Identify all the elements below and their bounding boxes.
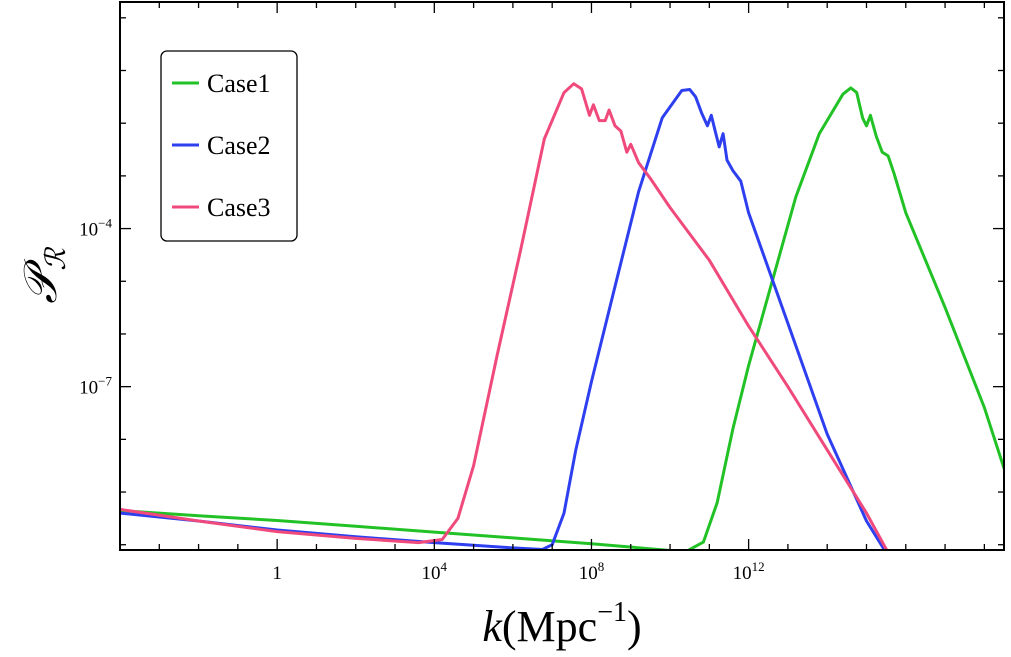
x-axis-close: ) — [627, 602, 642, 651]
legend-box — [160, 50, 298, 242]
y-tick-label: 10−7 — [79, 374, 112, 399]
x-tick-label: 1012 — [733, 559, 765, 584]
y-axis-title: 𝒫ℛ — [15, 247, 72, 304]
x-tick-label: 108 — [579, 559, 605, 584]
x-axis-title: k(Mpc−1) — [482, 597, 641, 651]
series-line-case1 — [120, 86, 1004, 550]
legend-label-case3: Case3 — [207, 193, 271, 222]
legend-entry-case1: Case1 — [172, 69, 271, 98]
tick-layer — [119, 2, 1004, 550]
x-axis-unit: (Mpc — [502, 602, 597, 651]
series-line-case3 — [120, 82, 889, 550]
legend-label-case1: Case1 — [207, 69, 271, 98]
legend: Case1 Case2 Case3 — [160, 50, 298, 242]
y-axis-title-group: 𝒫ℛ — [15, 247, 72, 304]
x-axis-var: k — [482, 602, 503, 651]
x-axis-exponent: −1 — [597, 597, 627, 628]
plot-frame — [119, 1, 1005, 551]
y-tick-label: 10−4 — [79, 216, 112, 241]
legend-entry-case2: Case2 — [172, 131, 271, 160]
legend-entry-case3: Case3 — [172, 193, 271, 222]
x-tick-label: 104 — [422, 559, 448, 584]
x-tick-label: 1 — [272, 563, 282, 584]
tick-label-layer: 1 104 108 1012 10−4 10−7 — [79, 216, 764, 584]
legend-label-case2: Case2 — [207, 131, 271, 160]
y-axis-subscript: ℛ — [41, 247, 72, 271]
